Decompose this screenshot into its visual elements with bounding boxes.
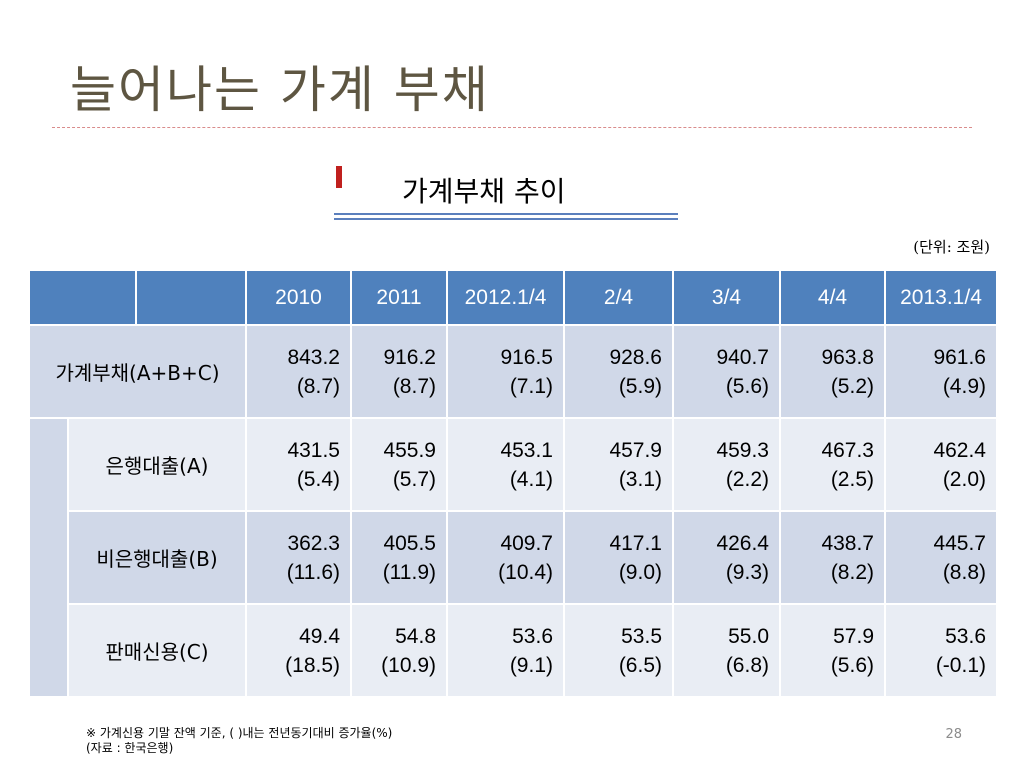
title-divider (52, 127, 972, 128)
value-cell: 431.5 (5.4) (245, 417, 352, 512)
value-cell: 49.4 (18.5) (245, 603, 352, 698)
value-cell: 53.6 (-0.1) (884, 603, 998, 698)
slide-title: 늘어나는 가계 부채 (70, 61, 490, 119)
row-label: 은행대출(A) (67, 417, 247, 512)
table-row: 은행대출(A) 431.5 (5.4) 455.9 (5.7) 453.1 (4.1)… (28, 417, 998, 698)
household-debt-table: 2010 2011 2012.1/4 2/4 3/4 4/4 2013.1/4 … (28, 269, 998, 698)
row-label: 비은행대출(B) (67, 510, 247, 605)
row-label: 판매신용(C) (67, 603, 247, 698)
table-header-row: 2010 2011 2012.1/4 2/4 3/4 4/4 2013.1/4 (28, 269, 998, 326)
value-cell: 462.4 (2.0) (884, 417, 998, 512)
table-title-underline (334, 213, 678, 215)
header-cell: 2010 (245, 269, 352, 326)
value-cell: 53.5 (6.5) (563, 603, 674, 698)
header-blank-cell (28, 269, 137, 326)
value-cell: 409.7 (10.4) (446, 510, 565, 605)
value-cell: 916.5 (7.1) (446, 324, 565, 419)
value-cell: 405.5 (11.9) (350, 510, 448, 605)
header-cell: 2011 (350, 269, 448, 326)
value-cell: 459.3 (2.2) (672, 417, 781, 512)
value-cell: 55.0 (6.8) (672, 603, 781, 698)
header-cell: 2/4 (563, 269, 674, 326)
header-cell: 3/4 (672, 269, 781, 326)
value-cell: 963.8 (5.2) (779, 324, 886, 419)
value-cell: 53.6 (9.1) (446, 603, 565, 698)
value-cell: 417.1 (9.0) (563, 510, 674, 605)
header-blank-cell (135, 269, 247, 326)
value-cell: 362.3 (11.6) (245, 510, 352, 605)
value-cell: 940.7 (5.6) (672, 324, 781, 419)
bullet-marker (336, 166, 342, 188)
sub-item-indent (28, 417, 69, 698)
source-line: (자료 : 한국은행) (86, 741, 174, 755)
table-row: 비은행대출(B) 362.3 (11.6) 405.5 (11.9) 409.7 (1… (29, 510, 998, 605)
value-cell: 467.3 (2.5) (779, 417, 886, 512)
value-cell: 457.9 (3.1) (563, 417, 674, 512)
header-cell: 2013.1/4 (884, 269, 998, 326)
value-cell: 453.1 (4.1) (446, 417, 565, 512)
header-cell: 4/4 (779, 269, 886, 326)
value-cell: 438.7 (8.2) (779, 510, 886, 605)
value-cell: 57.9 (5.6) (779, 603, 886, 698)
footnote: ※ 가계신용 기말 잔액 기준, ( )내는 전년동기대비 증가율(%) (자료… (86, 726, 392, 756)
table-row: 판매신용(C) 49.4 (18.5) 54.8 (10.9) 53.6 (9.1) … (29, 603, 998, 698)
table-row: 가계부채(A+B+C) 843.2 (8.7) 916.2 (8.7) 916.5(… (28, 324, 998, 419)
value-cell: 843.2 (8.7) (245, 324, 352, 419)
value-cell: 445.7 (8.8) (884, 510, 998, 605)
value-cell: 54.8 (10.9) (350, 603, 448, 698)
value-cell: 426.4 (9.3) (672, 510, 781, 605)
row-label: 가계부채(A+B+C) (28, 324, 247, 419)
value-cell: 916.2 (8.7) (350, 324, 448, 419)
value-cell: 961.6 (4.9) (884, 324, 998, 419)
page-number: 28 (945, 727, 962, 742)
unit-label: (단위: 조원) (913, 238, 990, 256)
value-cell: 928.6 (5.9) (563, 324, 674, 419)
header-cell: 2012.1/4 (446, 269, 565, 326)
footnote-line: ※ 가계신용 기말 잔액 기준, ( )내는 전년동기대비 증가율(%) (86, 726, 393, 740)
table-title: 가계부채 추이 (402, 175, 566, 208)
value-cell: 455.9 (5.7) (350, 417, 448, 512)
table-title-underline-second (334, 218, 678, 220)
